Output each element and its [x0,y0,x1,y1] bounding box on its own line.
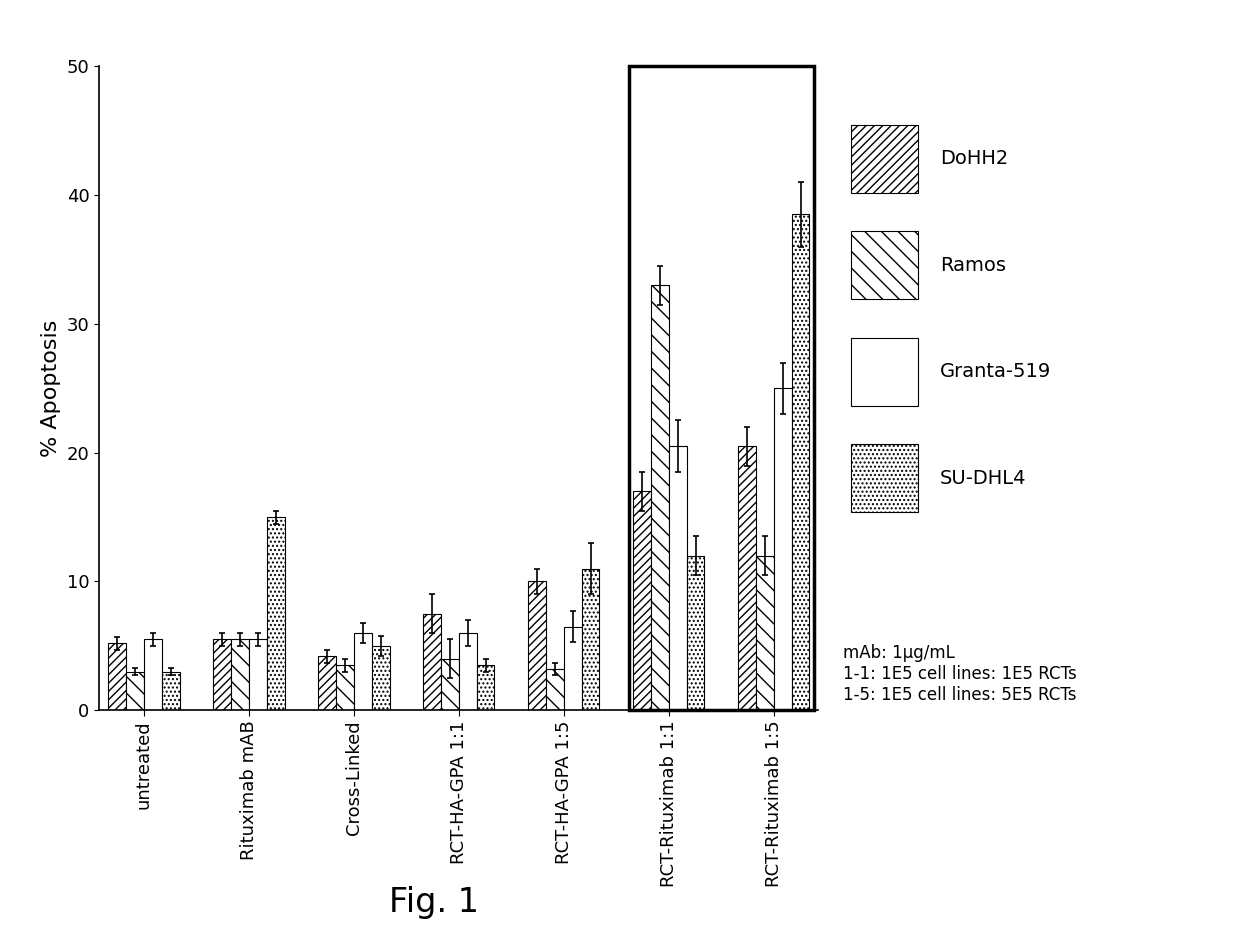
Bar [144,639,161,710]
Y-axis label: % Apoptosis: % Apoptosis [41,319,61,457]
Bar [564,627,582,710]
Bar [687,556,704,710]
Bar [423,614,441,710]
Bar [441,659,459,710]
Bar [476,665,495,710]
FancyBboxPatch shape [851,124,918,193]
Bar [756,556,774,710]
Bar [372,646,389,710]
Bar [528,581,546,710]
Bar [336,665,353,710]
Bar [774,388,791,710]
Bar [582,568,599,710]
Bar [231,639,249,710]
Bar [459,633,476,710]
Bar [126,671,144,710]
Bar [213,639,231,710]
Bar [353,633,372,710]
Bar [267,517,284,710]
Text: Fig. 1: Fig. 1 [389,885,479,919]
Bar [651,285,668,710]
Bar [546,669,564,710]
Bar [249,639,267,710]
Bar [319,656,336,710]
FancyBboxPatch shape [851,338,918,405]
Text: mAb: 1μg/mL
1-1: 1E5 cell lines: 1E5 RCTs
1-5: 1E5 cell lines: 5E5 RCTs: mAb: 1μg/mL 1-1: 1E5 cell lines: 1E5 RCT… [843,644,1078,704]
Text: DoHH2: DoHH2 [940,149,1008,169]
Bar [634,491,651,710]
FancyBboxPatch shape [851,231,918,299]
FancyBboxPatch shape [851,444,918,512]
Text: Ramos: Ramos [940,256,1006,275]
Bar [161,671,180,710]
Bar [791,214,810,710]
Text: SU-DHL4: SU-DHL4 [940,469,1027,488]
Bar [738,446,756,710]
Bar [668,446,687,710]
Bar [108,643,126,710]
Text: Granta-519: Granta-519 [940,362,1052,382]
Bar [629,66,813,710]
